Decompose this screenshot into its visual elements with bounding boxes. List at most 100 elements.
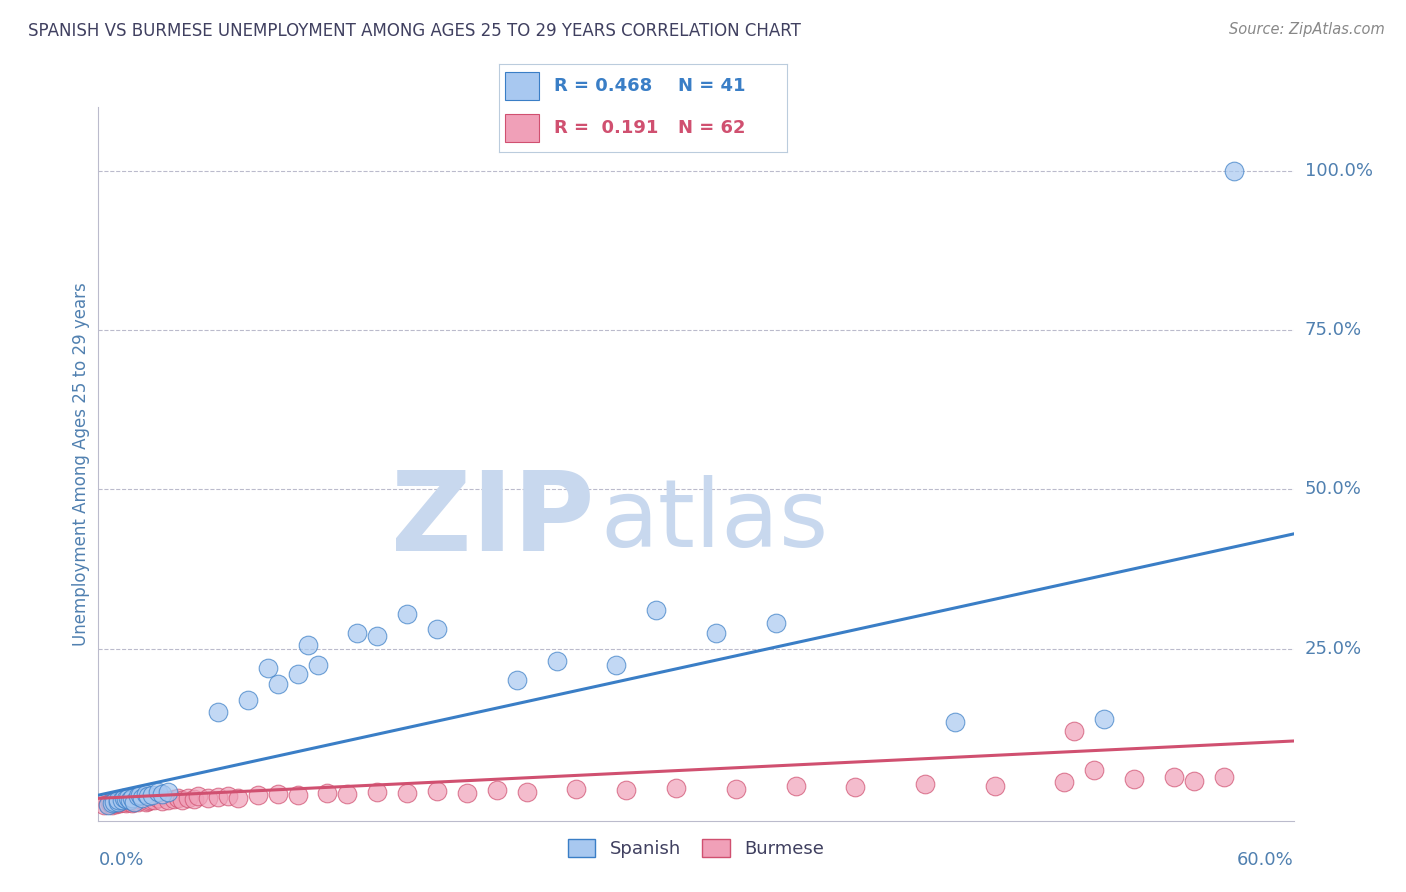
Point <box>120 794 142 808</box>
Point <box>724 781 747 796</box>
Point <box>207 706 229 720</box>
Text: 50.0%: 50.0% <box>1305 480 1361 499</box>
Point <box>485 783 508 797</box>
Point <box>506 673 529 688</box>
Point <box>98 797 122 811</box>
Point <box>125 793 148 807</box>
Point <box>645 603 668 617</box>
Text: N = 41: N = 41 <box>678 77 745 95</box>
Point <box>256 661 278 675</box>
Point <box>136 789 159 804</box>
Point <box>187 789 209 804</box>
Point <box>117 790 139 805</box>
Text: atlas: atlas <box>600 475 828 567</box>
Point <box>297 639 319 653</box>
Point <box>124 795 146 809</box>
Point <box>983 779 1005 793</box>
Text: 25.0%: 25.0% <box>1305 640 1362 657</box>
Point <box>217 789 239 803</box>
Point <box>267 787 290 801</box>
Text: N = 62: N = 62 <box>678 119 745 137</box>
Point <box>307 657 329 672</box>
Text: 100.0%: 100.0% <box>1305 161 1372 180</box>
Text: SPANISH VS BURMESE UNEMPLOYMENT AMONG AGES 25 TO 29 YEARS CORRELATION CHART: SPANISH VS BURMESE UNEMPLOYMENT AMONG AG… <box>28 22 801 40</box>
Point <box>150 794 173 808</box>
Point <box>115 792 138 806</box>
Point <box>157 785 180 799</box>
Point <box>103 796 125 810</box>
Point <box>101 796 124 810</box>
Point <box>131 793 153 807</box>
Point <box>316 786 339 800</box>
Text: R = 0.468: R = 0.468 <box>554 77 652 95</box>
Bar <box>505 72 540 100</box>
Bar <box>505 114 540 142</box>
Y-axis label: Unemployment Among Ages 25 to 29 years: Unemployment Among Ages 25 to 29 years <box>72 282 90 646</box>
Point <box>456 786 478 800</box>
Point <box>110 796 132 810</box>
Point <box>1063 724 1085 739</box>
Text: Source: ZipAtlas.com: Source: ZipAtlas.com <box>1229 22 1385 37</box>
Point <box>1212 770 1234 784</box>
Point <box>785 779 807 793</box>
Point <box>426 784 449 798</box>
Point <box>1123 772 1146 787</box>
Point <box>765 616 787 631</box>
Point <box>177 791 200 805</box>
Point <box>143 793 166 807</box>
Point <box>121 791 143 805</box>
Point <box>139 792 162 806</box>
Point <box>226 790 249 805</box>
Point <box>336 787 359 801</box>
Point <box>136 794 159 808</box>
Point <box>172 792 194 806</box>
Point <box>111 795 134 809</box>
Point <box>914 777 936 791</box>
Point <box>516 785 538 799</box>
Point <box>943 714 966 729</box>
Point <box>103 795 125 809</box>
Point <box>1083 763 1105 777</box>
Point <box>236 692 259 706</box>
Point <box>1182 774 1205 789</box>
Point <box>97 797 120 812</box>
Text: ZIP: ZIP <box>391 467 595 574</box>
Point <box>111 792 134 806</box>
Point <box>124 795 146 809</box>
Point <box>197 790 219 805</box>
Point <box>107 797 129 811</box>
Point <box>844 780 866 794</box>
Point <box>129 788 152 802</box>
Point <box>167 790 190 805</box>
Point <box>127 795 149 809</box>
Point <box>366 785 388 799</box>
Point <box>1053 775 1076 789</box>
Point <box>1163 770 1185 784</box>
Point <box>163 792 186 806</box>
Point <box>207 790 229 805</box>
Text: 0.0%: 0.0% <box>98 851 143 869</box>
Text: R =  0.191: R = 0.191 <box>554 119 658 137</box>
Point <box>665 780 688 795</box>
Point <box>183 792 205 806</box>
Point <box>107 795 129 809</box>
Point <box>127 789 149 804</box>
Legend: Spanish, Burmese: Spanish, Burmese <box>561 831 831 865</box>
Point <box>131 790 153 805</box>
Point <box>120 792 142 806</box>
Point <box>396 786 419 800</box>
Point <box>267 676 290 690</box>
Point <box>112 791 135 805</box>
Point <box>141 788 163 802</box>
Point <box>105 797 128 811</box>
Point <box>366 629 388 643</box>
Point <box>246 788 269 802</box>
Point <box>121 796 143 810</box>
Point <box>117 795 139 809</box>
Point <box>1222 163 1246 178</box>
Point <box>107 795 129 809</box>
Point <box>605 657 627 672</box>
Point <box>396 607 419 621</box>
Point <box>287 788 309 802</box>
Point <box>135 787 157 801</box>
